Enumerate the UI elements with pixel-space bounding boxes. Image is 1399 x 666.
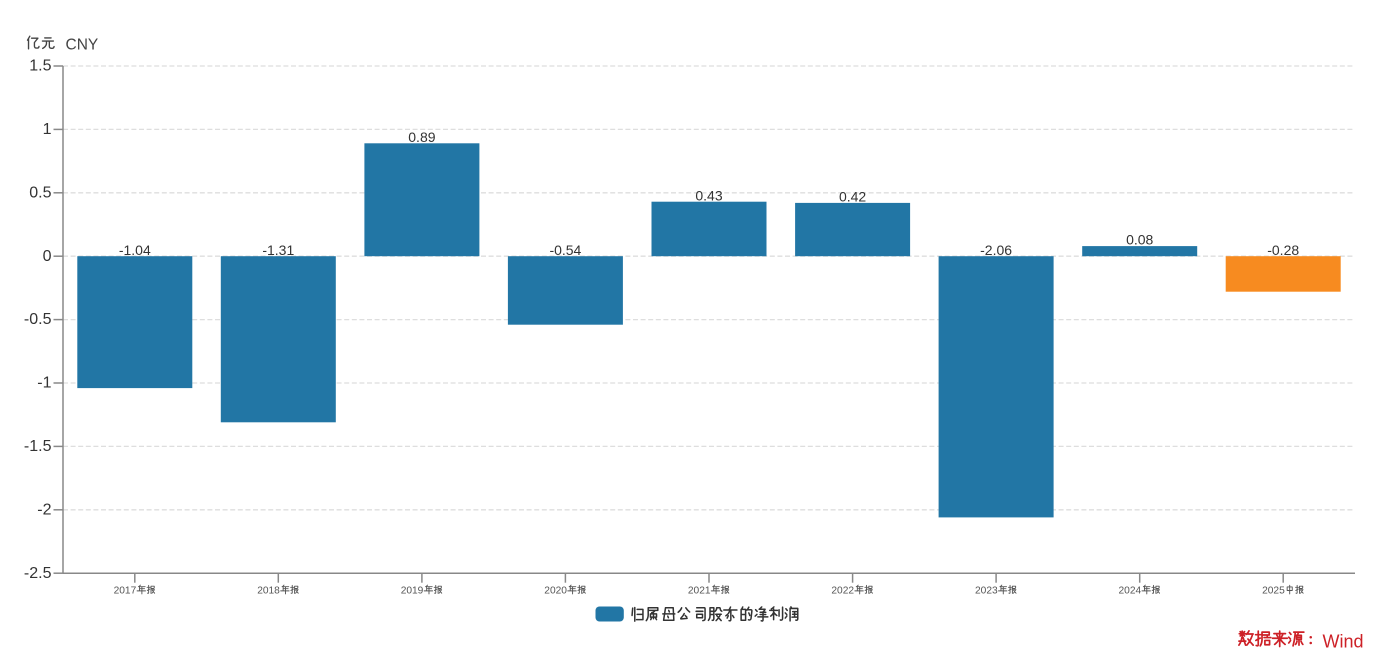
svg-text:-2: -2 (37, 501, 51, 518)
svg-text:1.5: 1.5 (29, 58, 51, 75)
svg-text:-2.06: -2.06 (980, 242, 1012, 258)
svg-text:-2.5: -2.5 (24, 565, 52, 582)
svg-text:0.42: 0.42 (839, 189, 866, 205)
svg-text:0.43: 0.43 (695, 187, 722, 203)
svg-text:0.08: 0.08 (1126, 232, 1153, 248)
svg-text:2017: 2017 (114, 585, 137, 596)
svg-text:2021: 2021 (688, 585, 711, 596)
svg-text:2018: 2018 (257, 585, 280, 596)
svg-text:-1.5: -1.5 (24, 438, 52, 455)
svg-text:-0.54: -0.54 (549, 242, 581, 258)
svg-text:0.89: 0.89 (408, 129, 435, 145)
svg-text:-1.04: -1.04 (119, 242, 151, 258)
svg-text:2019: 2019 (401, 585, 424, 596)
svg-text:2024: 2024 (1119, 585, 1142, 596)
svg-text:2020: 2020 (544, 585, 567, 596)
svg-text:0.5: 0.5 (29, 184, 51, 201)
svg-text:0: 0 (43, 248, 52, 265)
svg-text:1: 1 (43, 121, 52, 138)
svg-text:-0.28: -0.28 (1267, 242, 1299, 258)
svg-text:2022: 2022 (831, 585, 854, 596)
svg-text:Wind: Wind (1323, 631, 1364, 651)
svg-text:-0.5: -0.5 (24, 311, 52, 328)
svg-text:CNY: CNY (66, 37, 99, 54)
svg-text:2023: 2023 (975, 585, 998, 596)
svg-text:2025: 2025 (1262, 585, 1285, 596)
svg-text:-1.31: -1.31 (262, 242, 294, 258)
svg-text:-1: -1 (37, 375, 51, 392)
